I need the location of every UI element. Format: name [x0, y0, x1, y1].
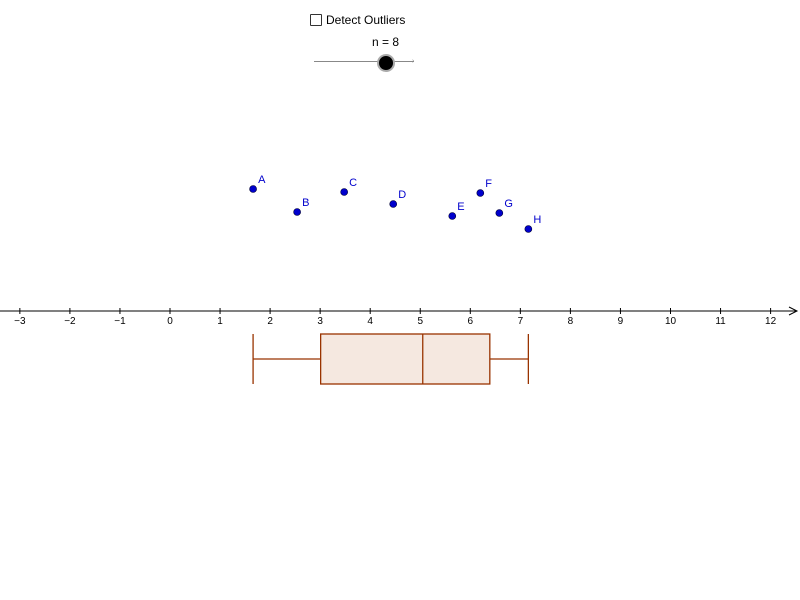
x-tick-label: 4: [367, 316, 373, 327]
data-point-e: [448, 212, 457, 220]
slider-arrow-icon: ›: [412, 58, 415, 65]
axis-arrow-icon: [788, 306, 799, 316]
x-tick-label: 7: [518, 316, 524, 327]
n-slider-track[interactable]: [314, 61, 414, 62]
checkbox-square-icon[interactable]: [310, 14, 322, 26]
x-tick-label: −3: [14, 316, 26, 327]
x-axis: −3 −2 −1 0 1 2 3 4 5 6 7 8 9 10 11 12: [0, 306, 799, 327]
data-point-a: [249, 185, 257, 193]
point-label-c: C: [349, 177, 357, 189]
x-tick-label: −1: [114, 316, 126, 327]
point-label-g: G: [504, 198, 513, 210]
data-points: A B C D E FG H: [249, 174, 541, 233]
x-tick-label: 2: [267, 316, 273, 327]
point-label-a: A: [258, 174, 266, 186]
point-label-f: F: [485, 178, 492, 190]
x-tick-label: 6: [468, 316, 474, 327]
box-iqr: [320, 333, 491, 385]
data-point-g: [495, 209, 504, 217]
detect-outliers-label: Detect Outliers: [326, 13, 406, 27]
x-tick-label: 8: [568, 316, 574, 327]
x-tick-label: 5: [417, 316, 423, 327]
x-tick-label: 11: [715, 316, 726, 327]
data-point-b: [293, 208, 301, 216]
x-tick-label: 9: [618, 316, 624, 327]
data-point-h: [524, 225, 533, 233]
data-point-f: [476, 189, 485, 197]
data-point-c: [340, 188, 348, 196]
x-tick-label: 3: [317, 316, 323, 327]
data-point-d: [389, 200, 398, 208]
point-label-b: B: [302, 197, 309, 209]
detect-outliers-checkbox[interactable]: Detect Outliers: [310, 11, 405, 29]
box-plot: [252, 333, 530, 385]
point-label-h: H: [533, 214, 541, 226]
point-label-e: E: [457, 201, 464, 213]
x-tick-label: 12: [765, 316, 777, 327]
point-label-d: D: [398, 189, 406, 201]
n-slider-knob[interactable]: [377, 54, 395, 72]
x-tick-label: 1: [217, 316, 223, 327]
x-tick-label: −2: [64, 316, 76, 327]
x-tick-label: 10: [665, 316, 677, 327]
x-tick-label: 0: [167, 316, 173, 327]
slider-value-label: n = 8: [372, 35, 400, 49]
controls-panel: Detect Outliers n = 8 ›: [0, 0, 800, 80]
